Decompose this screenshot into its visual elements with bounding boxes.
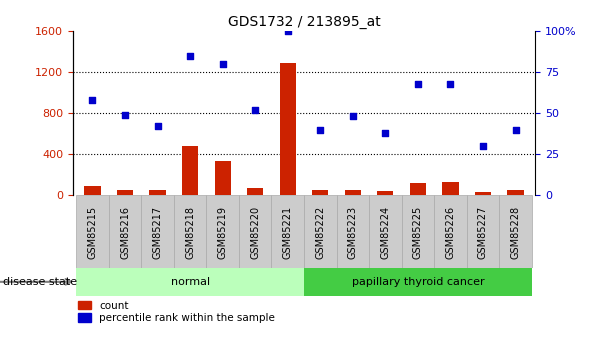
Bar <box>247 187 263 195</box>
Bar <box>508 189 523 195</box>
Text: GSM85220: GSM85220 <box>250 206 260 259</box>
Bar <box>85 186 100 195</box>
Text: GSM85223: GSM85223 <box>348 206 358 259</box>
Bar <box>312 189 328 195</box>
Point <box>446 81 455 86</box>
Point <box>218 61 227 67</box>
Bar <box>377 191 393 195</box>
Legend: count, percentile rank within the sample: count, percentile rank within the sample <box>78 301 275 323</box>
Bar <box>442 182 458 195</box>
Text: GSM85227: GSM85227 <box>478 206 488 259</box>
Bar <box>174 195 206 268</box>
Text: GSM85218: GSM85218 <box>185 206 195 259</box>
Bar <box>109 195 141 268</box>
Bar <box>117 189 133 195</box>
Bar <box>475 192 491 195</box>
Text: GSM85226: GSM85226 <box>446 206 455 259</box>
Text: GSM85225: GSM85225 <box>413 206 423 259</box>
Text: GSM85219: GSM85219 <box>218 206 227 259</box>
Point <box>348 114 358 119</box>
Bar <box>410 183 426 195</box>
Point <box>185 53 195 58</box>
Text: GSM85228: GSM85228 <box>511 206 520 259</box>
Bar <box>304 195 337 268</box>
Bar <box>271 195 304 268</box>
Text: GSM85215: GSM85215 <box>88 206 97 259</box>
Bar <box>239 195 271 268</box>
Bar <box>499 195 532 268</box>
Point <box>250 107 260 112</box>
Text: disease state: disease state <box>3 277 77 287</box>
Text: GSM85222: GSM85222 <box>316 206 325 259</box>
Bar <box>76 268 304 296</box>
Bar <box>402 195 434 268</box>
Text: normal: normal <box>171 277 210 287</box>
Point <box>120 112 130 118</box>
Bar <box>206 195 239 268</box>
Point <box>381 130 390 136</box>
Bar <box>337 195 369 268</box>
Bar <box>280 63 296 195</box>
Text: GSM85221: GSM85221 <box>283 206 292 259</box>
Point <box>88 97 97 103</box>
Point <box>153 124 162 129</box>
Bar <box>76 195 109 268</box>
Bar <box>434 195 467 268</box>
Text: papillary thyroid cancer: papillary thyroid cancer <box>351 277 484 287</box>
Text: GSM85224: GSM85224 <box>381 206 390 259</box>
Point <box>316 127 325 132</box>
Bar <box>215 161 231 195</box>
Bar <box>467 195 499 268</box>
Bar <box>141 195 174 268</box>
Bar <box>182 146 198 195</box>
Point <box>478 143 488 149</box>
Point <box>511 127 520 132</box>
Bar <box>304 268 532 296</box>
Point <box>283 28 292 34</box>
Text: GSM85217: GSM85217 <box>153 206 162 259</box>
Text: GSM85216: GSM85216 <box>120 206 130 259</box>
Bar <box>150 190 166 195</box>
Point <box>413 81 423 86</box>
Bar <box>369 195 402 268</box>
Title: GDS1732 / 213895_at: GDS1732 / 213895_at <box>227 14 381 29</box>
Bar <box>345 189 361 195</box>
